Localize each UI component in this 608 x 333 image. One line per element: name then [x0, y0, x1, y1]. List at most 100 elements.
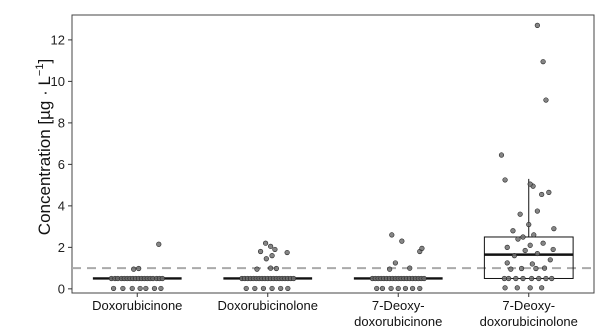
data-point	[273, 265, 279, 272]
data-point	[260, 285, 267, 292]
data-point	[120, 285, 126, 292]
data-point	[529, 275, 535, 282]
data-point	[540, 240, 546, 246]
data-point	[504, 244, 510, 250]
data-point	[526, 221, 532, 228]
data-point	[527, 285, 533, 291]
y-tick-label: 2	[58, 240, 65, 255]
data-point	[502, 285, 508, 291]
data-point	[498, 152, 505, 158]
data-point	[543, 97, 549, 103]
data-point	[278, 285, 284, 292]
data-point	[504, 260, 510, 266]
data-point	[510, 228, 516, 234]
data-point	[547, 257, 553, 263]
data-point	[110, 285, 117, 292]
data-point	[389, 232, 395, 238]
data-point	[506, 275, 512, 282]
data-point	[410, 285, 416, 292]
data-point	[551, 226, 557, 232]
data-point	[257, 248, 264, 255]
data-point	[534, 250, 540, 257]
x-category-label: Doxorubicinolone	[218, 298, 318, 313]
x-category-label-line: doxorubicinone	[354, 314, 442, 329]
y-axis-title-tail: ]	[35, 59, 54, 64]
data-point	[518, 265, 525, 272]
data-point	[527, 181, 533, 187]
y-tick-label: 6	[58, 157, 65, 172]
data-point	[529, 261, 535, 267]
data-point	[388, 285, 394, 292]
y-tick-label: 4	[58, 198, 65, 213]
x-category-label: 7-Deoxy-doxorubicinolone	[480, 298, 578, 329]
data-point	[513, 275, 519, 282]
data-point	[539, 191, 545, 198]
data-point	[243, 285, 249, 292]
data-point	[131, 266, 137, 272]
x-category-label: Doxorubicinone	[92, 298, 182, 313]
box-group	[483, 178, 574, 279]
data-point	[514, 285, 520, 291]
x-category-label-line: doxorubicinolone	[480, 314, 578, 329]
data-point	[536, 275, 542, 282]
data-point	[285, 285, 291, 292]
data-point	[284, 249, 290, 256]
data-point	[419, 245, 425, 251]
data-point	[421, 275, 427, 282]
box-iqr	[483, 236, 574, 279]
data-point	[534, 208, 540, 214]
data-point	[550, 246, 556, 253]
x-category-label: 7-Deoxy-doxorubicinone	[354, 298, 442, 329]
data-point	[290, 275, 297, 282]
data-point	[517, 211, 523, 217]
y-axis-title-superscript: −1	[34, 64, 46, 77]
data-point	[379, 285, 386, 292]
data-point	[540, 59, 546, 65]
panel-border	[71, 14, 595, 294]
plot-panel	[71, 14, 595, 294]
data-point	[159, 275, 165, 282]
x-category-label-line: 7-Deoxy-	[502, 298, 555, 313]
data-point	[515, 236, 521, 242]
data-point	[549, 275, 555, 282]
data-point	[272, 246, 278, 253]
data-point	[531, 232, 537, 238]
y-axis: 0 2 4 6 8 10 12	[51, 32, 72, 296]
data-point	[137, 285, 143, 292]
data-point	[151, 285, 158, 292]
y-axis-title: Concentration [µg · L−1]	[34, 59, 54, 235]
data-point	[402, 285, 409, 292]
data-point	[252, 285, 258, 292]
data-point	[407, 265, 413, 271]
data-point	[541, 265, 548, 271]
data-point	[543, 275, 549, 282]
data-point	[520, 275, 526, 282]
data-point	[269, 253, 275, 259]
y-tick-label: 12	[51, 32, 65, 47]
x-axis: Doxorubicinone Doxorubicinolone 7-Deoxy-do…	[92, 293, 578, 329]
x-category-label-line: Doxorubicinone	[92, 298, 182, 313]
y-tick-label: 10	[51, 74, 65, 89]
data-point	[399, 238, 405, 244]
data-point	[268, 243, 274, 249]
data-point	[501, 275, 507, 282]
data-point	[502, 177, 508, 183]
data-point	[136, 265, 142, 272]
data-point	[263, 256, 269, 262]
data-point	[156, 241, 162, 247]
data-point	[527, 242, 533, 248]
data-point	[533, 265, 539, 272]
data-point	[269, 285, 275, 292]
data-point	[508, 266, 514, 272]
data-point	[522, 247, 528, 254]
x-category-label-line: Doxorubicinolone	[218, 298, 318, 313]
data-point	[129, 285, 135, 292]
data-point	[143, 285, 149, 292]
data-point	[262, 240, 269, 246]
y-tick-label: 8	[58, 115, 65, 130]
data-point	[374, 285, 380, 292]
data-point	[392, 260, 398, 266]
data-point	[511, 253, 517, 259]
data-point	[534, 22, 540, 28]
